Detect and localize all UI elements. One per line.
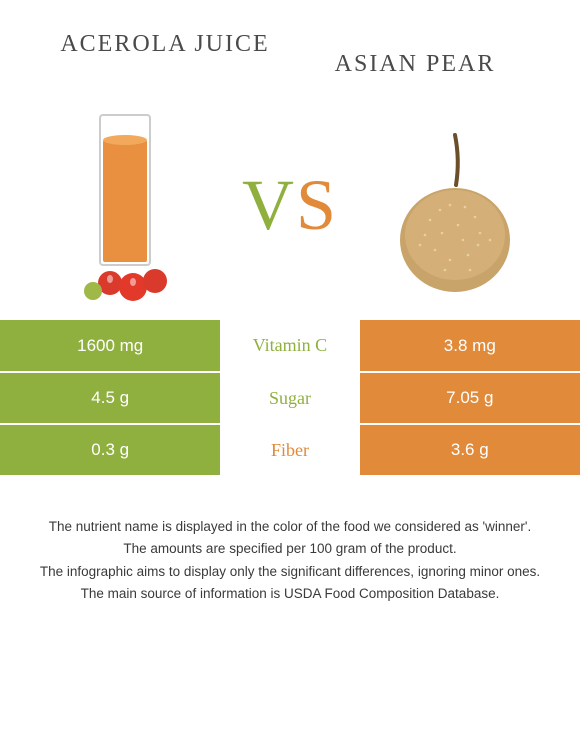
- food-left-image: [50, 105, 200, 305]
- nutrient-label: Sugar: [220, 372, 359, 424]
- footer-line: The main source of information is USDA F…: [30, 584, 550, 604]
- vs-label: VS: [242, 164, 338, 247]
- nutrient-right-value: 7.05 g: [360, 372, 580, 424]
- nutrient-label: Vitamin C: [220, 320, 359, 372]
- nutrient-left-value: 4.5 g: [0, 372, 220, 424]
- nutrient-left-value: 0.3 g: [0, 424, 220, 476]
- nutrient-right-value: 3.6 g: [360, 424, 580, 476]
- nutrient-right-value: 3.8 mg: [360, 320, 580, 372]
- footer-notes: The nutrient name is displayed in the co…: [0, 477, 580, 604]
- food-right-title: Asian pear: [290, 30, 540, 79]
- nutrient-row: 4.5 gSugar7.05 g: [0, 372, 580, 424]
- nutrient-table: 1600 mgVitamin C3.8 mg4.5 gSugar7.05 g0.…: [0, 320, 580, 477]
- nutrient-row: 1600 mgVitamin C3.8 mg: [0, 320, 580, 372]
- nutrient-label: Fiber: [220, 424, 359, 476]
- nutrient-left-value: 1600 mg: [0, 320, 220, 372]
- footer-line: The infographic aims to display only the…: [30, 562, 550, 582]
- vs-s: S: [296, 165, 338, 245]
- footer-line: The amounts are specified per 100 gram o…: [30, 539, 550, 559]
- footer-line: The nutrient name is displayed in the co…: [30, 517, 550, 537]
- nutrient-row: 0.3 gFiber3.6 g: [0, 424, 580, 476]
- food-right-image: [380, 105, 530, 305]
- food-left-title: Acerola juice: [40, 30, 290, 59]
- vs-v: V: [242, 165, 296, 245]
